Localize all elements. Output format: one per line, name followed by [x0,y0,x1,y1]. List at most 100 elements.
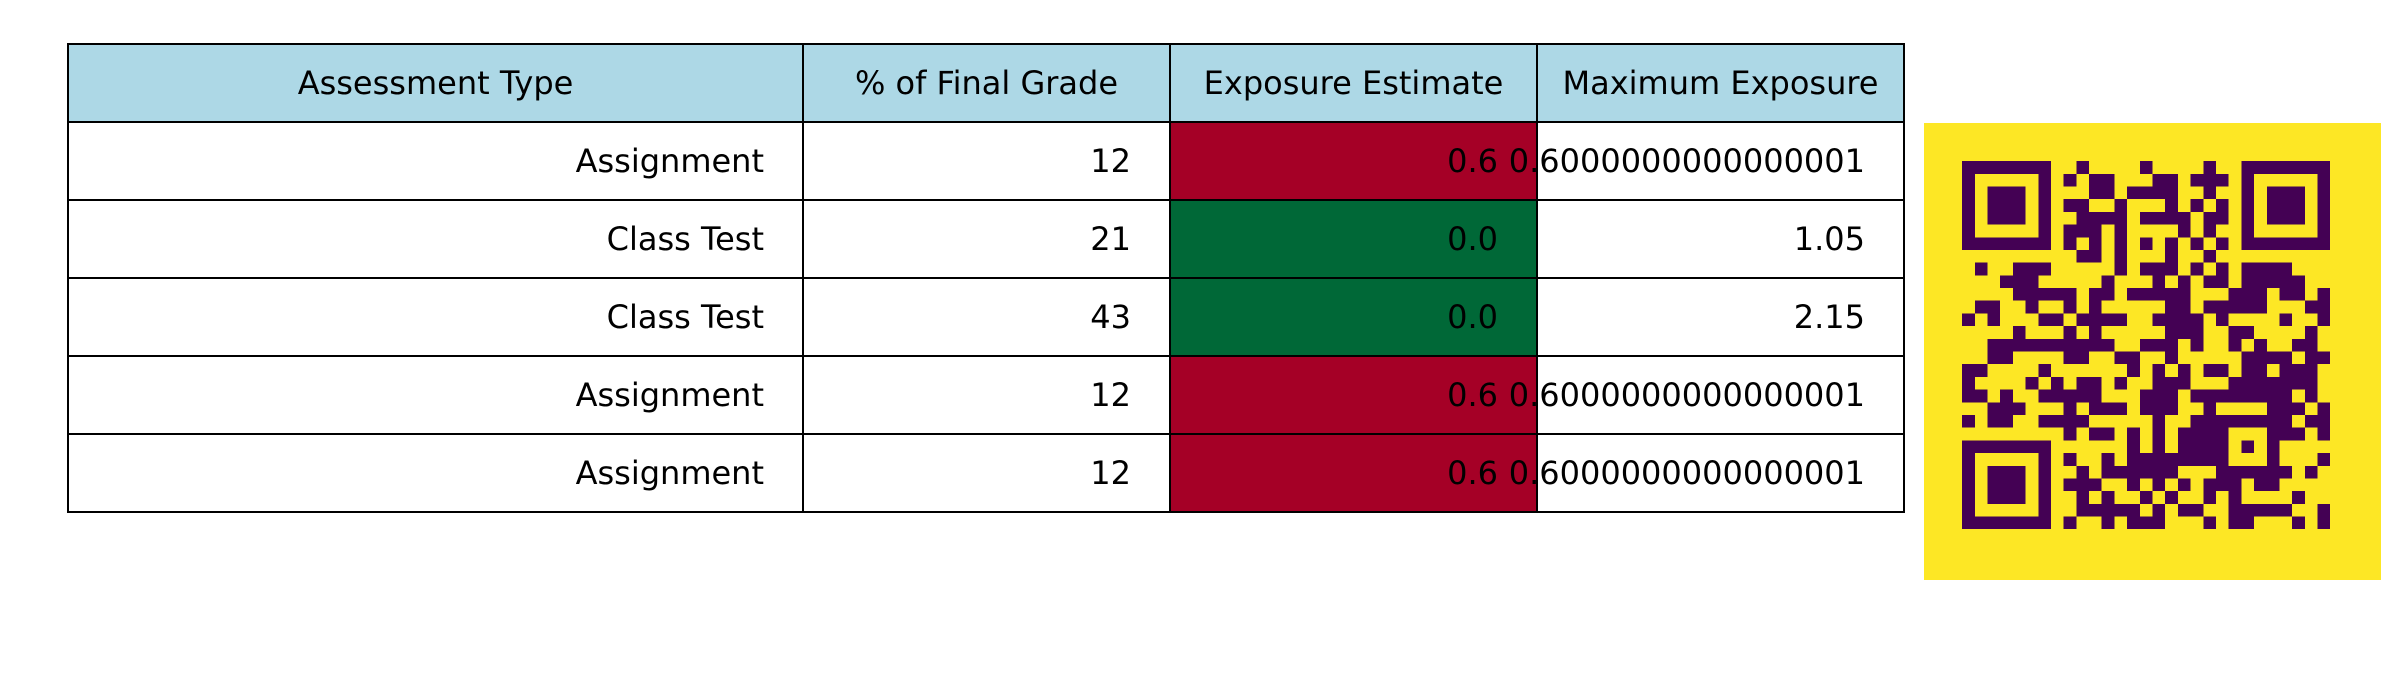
qr-module [2190,326,2204,339]
qr-module [2279,199,2293,212]
qr-module [2089,338,2102,352]
qr-module [2038,211,2051,225]
qr-module [2101,465,2115,479]
qr-module [2114,503,2128,517]
qr-module [2241,199,2255,212]
qr-module [2127,288,2140,301]
assessment-type-cell: Class Test [67,199,804,279]
qr-module [2152,313,2166,327]
qr-module [2203,224,2216,238]
qr-module [2254,237,2267,250]
qr-module [2203,211,2216,225]
assessment-type-cell: Class Test [67,277,804,357]
qr-module [2076,478,2090,492]
qr-module [2165,237,2178,250]
qr-module [2317,199,2331,212]
qr-module [2317,161,2331,174]
qr-module [2215,440,2229,454]
qr-module [2025,161,2039,174]
qr-module [2254,465,2267,479]
qr-module [2266,465,2280,479]
qr-module [2063,338,2077,352]
qr-module [2025,440,2039,454]
qr-module [2292,211,2305,225]
qr-module [2000,414,2013,428]
qr-module [2139,465,2153,479]
qr-module [2165,453,2178,466]
qr-module [1962,516,1975,530]
qr-module [2241,211,2255,225]
qr-module [2304,376,2318,390]
qr-module [2177,224,2191,238]
qr-module [1974,389,1988,403]
qr-module [2292,186,2305,200]
qr-module [2317,402,2331,415]
qr-module [2215,453,2229,466]
qr-module [2089,300,2102,314]
qr-module [2215,414,2229,428]
qr-module [2317,503,2331,517]
qr-module [2228,516,2242,530]
qr-module [2089,427,2102,441]
qr-module [2000,491,2013,504]
qr-module [2089,211,2102,225]
qr-module [2241,161,2255,174]
qr-module [2165,288,2178,301]
qr-module [2000,478,2013,492]
qr-module [1962,478,1975,492]
qr-module [2317,414,2331,428]
qr-module [2317,300,2331,314]
qr-module [2114,262,2128,276]
qr-module [2292,427,2305,441]
qr-module [2228,389,2242,403]
qr-module [2190,414,2204,428]
qr-module [2228,465,2242,479]
qr-module [2012,516,2026,530]
qr-module [2304,414,2318,428]
qr-module [2203,275,2216,289]
qr-module [2000,465,2013,479]
qr-module [2139,288,2153,301]
table-row: Assignment 12 0.6 0.6000000000000001 [67,355,1905,435]
qr-module [2063,237,2077,250]
qr-module [2317,211,2331,225]
qr-module [2203,427,2216,441]
qr-module [2177,440,2191,454]
qr-module [2304,161,2318,174]
qr-module [2012,199,2026,212]
qr-module [2292,516,2305,530]
qr-module [2076,338,2090,352]
qr-module [2165,173,2178,187]
qr-module [2152,211,2166,225]
qr-module [2304,364,2318,377]
qr-module [2076,249,2090,263]
qr-module [1962,465,1975,479]
qr-module [2215,313,2229,327]
qr-module [2076,491,2090,504]
qr-module [2190,440,2204,454]
qr-module [1962,211,1975,225]
qr-module [2063,173,2077,187]
qr-module [2127,186,2140,200]
qr-module [2177,453,2191,466]
qr-module [2165,376,2178,390]
qr-module [2241,186,2255,200]
qr-module [2215,237,2229,250]
qr-module [2000,351,2013,365]
qr-module [2203,491,2216,504]
table-row: Class Test 21 0.0 1.05 [67,199,1905,279]
qr-module [2000,338,2013,352]
qr-module [2254,376,2267,390]
qr-module [2177,300,2191,314]
qr-module [2152,465,2166,479]
qr-module [2177,275,2191,289]
qr-module [1987,211,2001,225]
qr-module [2038,414,2051,428]
qr-module [2152,364,2166,377]
qr-module [2203,440,2216,454]
qr-module [2038,237,2051,250]
assessment-type-cell: Assignment [67,355,804,435]
qr-module [2063,199,2077,212]
exposure-estimate-value: 0.0 [1447,298,1498,336]
maximum-exposure-value: 1.05 [1793,220,1865,258]
